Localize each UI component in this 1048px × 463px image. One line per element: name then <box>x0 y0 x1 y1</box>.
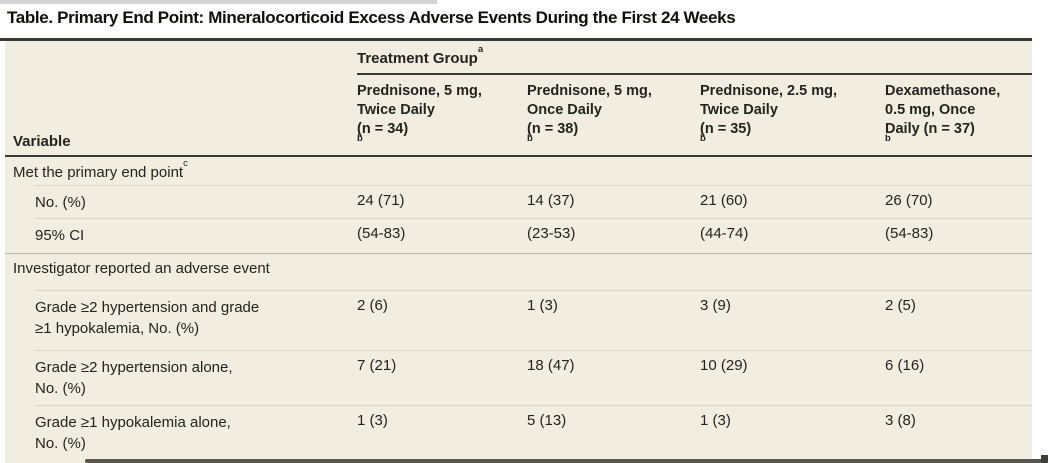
col-head-n: (n = 38) <box>527 121 579 137</box>
row-label: Grade ≥2 hypertension alone, No. (%) <box>35 359 233 397</box>
col-head-line: Prednisone, 5 mg, <box>357 83 482 99</box>
cell-value: 3 (9) <box>700 297 731 314</box>
col-head-line: Prednisone, 5 mg, <box>527 83 652 99</box>
table-rule-top <box>0 38 1032 41</box>
col-head-n: (n = 34) <box>357 121 409 137</box>
cell-value: 1 (3) <box>700 412 731 429</box>
footnote-marker-b: b <box>527 133 533 145</box>
column-header-dexamethasone: Dexamethasone, 0.5 mg, Once Daily (n = 3… <box>885 75 1032 158</box>
cell-value: 14 (37) <box>527 192 575 209</box>
section-heading-label: Investigator reported an adverse event <box>5 253 357 279</box>
treatment-group-label: Treatment Group <box>357 50 478 67</box>
row-separator <box>35 185 1032 186</box>
table-rule-header-bottom <box>5 155 1032 157</box>
cell-value: (54-83) <box>885 225 934 242</box>
cell-value: 21 (60) <box>700 192 748 209</box>
col-head-line: Twice Daily <box>700 102 778 118</box>
section-heading-label: Met the primary end pointc <box>5 157 357 183</box>
column-header-prednisone-2-5mg-twice-daily: Prednisone, 2.5 mg, Twice Daily (n = 35)… <box>700 75 885 158</box>
section-heading-primary-endpoint: Met the primary end pointc <box>5 157 1032 185</box>
row-separator <box>35 218 1032 219</box>
footnote-marker-c: c <box>183 158 188 169</box>
variable-column-header: Variable <box>13 133 71 150</box>
table-row-95-ci: 95% CI (54-83) (23-53) (44-74) (54-83) <box>5 218 1032 253</box>
cell-value: 7 (21) <box>357 357 397 374</box>
cell-value: 5 (13) <box>527 412 567 429</box>
cell-value: 3 (8) <box>885 412 916 429</box>
top-edge-artifact <box>0 0 437 4</box>
cell-value: 6 (16) <box>885 357 925 374</box>
row-separator <box>35 405 1032 406</box>
row-label: 95% CI <box>35 227 85 244</box>
cell-value: 26 (70) <box>885 192 933 209</box>
col-head-line: 0.5 mg, Once <box>885 102 976 118</box>
cell-value: 1 (3) <box>357 412 388 429</box>
section-heading-text: Met the primary end point <box>13 164 184 181</box>
cell-value: 1 (3) <box>527 297 558 314</box>
footnote-marker-b: b <box>357 133 363 145</box>
col-head-line: (n = 35) b <box>700 120 879 158</box>
column-header-prednisone-5mg-once-daily: Prednisone, 5 mg, Once Daily (n = 38) b <box>527 75 700 158</box>
column-header-prednisone-5mg-twice-daily: Prednisone, 5 mg, Twice Daily (n = 34) b <box>357 75 527 158</box>
col-head-line: (n = 38) b <box>527 120 694 158</box>
col-head-line: (n = 34) b <box>357 120 521 158</box>
col-head-line: Twice Daily <box>357 102 435 118</box>
table-header: Treatment Groupa Variable Prednisone, 5 … <box>5 41 1032 157</box>
section-separator <box>5 253 1032 254</box>
section-heading-investigator-reported: Investigator reported an adverse event <box>5 253 1032 290</box>
row-separator <box>35 350 1032 351</box>
bottom-bar <box>85 459 1048 463</box>
cell-value: (54-83) <box>357 225 406 242</box>
column-headers-row: Variable Prednisone, 5 mg, Twice Daily (… <box>5 75 1032 155</box>
primary-endpoint-table: Treatment Groupa Variable Prednisone, 5 … <box>5 41 1032 463</box>
col-head-line: Dexamethasone, <box>885 83 1001 99</box>
col-head-line: Prednisone, 2.5 mg, <box>700 83 837 99</box>
table-title: Table. Primary End Point: Mineralocortic… <box>7 8 736 27</box>
cell-value: 24 (71) <box>357 192 405 209</box>
cell-value: 18 (47) <box>527 357 575 374</box>
col-head-n: (n = 35) <box>700 121 752 137</box>
footnote-marker-b: b <box>700 133 706 145</box>
row-separator <box>35 290 1032 291</box>
footnote-marker-a: a <box>477 44 484 55</box>
cell-value: (23-53) <box>527 225 576 242</box>
table-row-hypertension-and-hypokalemia: Grade ≥2 hypertension and grade ≥1 hypok… <box>5 290 1032 350</box>
section-heading-text: Investigator reported an adverse event <box>13 260 270 277</box>
cell-value: (44-74) <box>700 225 749 242</box>
bottom-edge-artifact <box>1041 455 1048 463</box>
treatment-group-header: Treatment Groupa <box>357 41 1032 75</box>
col-head-line: Once Daily <box>527 102 602 118</box>
col-head-n: Daily (n = 37) <box>885 121 975 137</box>
row-label: Grade ≥1 hypokalemia alone, No. (%) <box>35 414 231 452</box>
row-label: No. (%) <box>35 194 86 211</box>
col-head-line: Daily (n = 37) b <box>885 120 1026 158</box>
row-label: Grade ≥2 hypertension and grade ≥1 hypok… <box>35 299 260 337</box>
cell-value: 10 (29) <box>700 357 748 374</box>
table-row-hypertension-alone: Grade ≥2 hypertension alone, No. (%) 7 (… <box>5 350 1032 405</box>
table-row-no-pct: No. (%) 24 (71) 14 (37) 21 (60) 26 (70) <box>5 185 1032 218</box>
footnote-marker-b: b <box>885 133 891 145</box>
cell-value: 2 (6) <box>357 297 388 314</box>
cell-value: 2 (5) <box>885 297 916 314</box>
table-row-hypokalemia-alone: Grade ≥1 hypokalemia alone, No. (%) 1 (3… <box>5 405 1032 457</box>
